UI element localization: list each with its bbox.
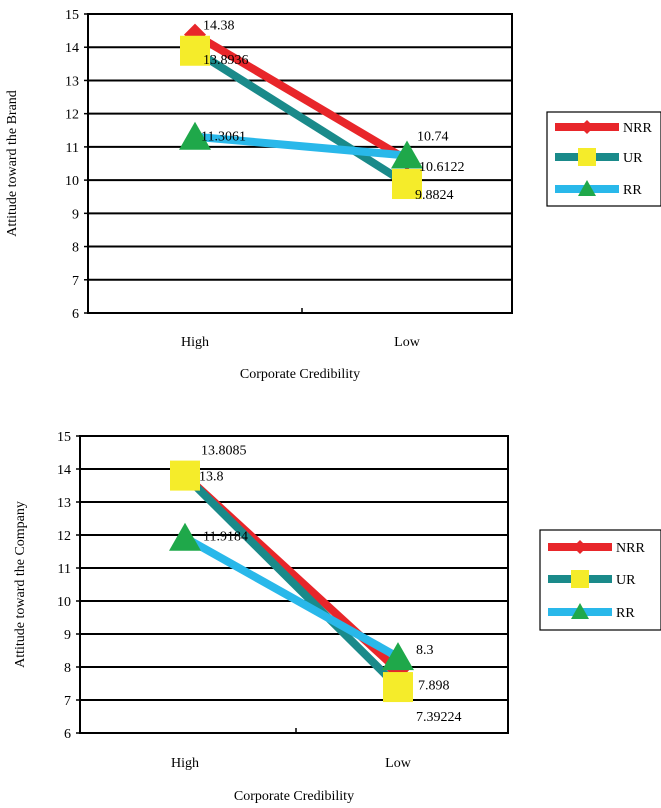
x-tick-label: High <box>181 335 209 350</box>
y-tick-label: 14 <box>57 463 71 478</box>
y-tick-label: 11 <box>58 562 71 577</box>
data-point-ur-square-marker <box>392 169 422 200</box>
y-tick-label: 7 <box>72 274 79 289</box>
x-axis-title: Corporate Credibility <box>234 789 354 804</box>
series-line-nrr <box>192 31 410 164</box>
data-label: 13.8936 <box>203 53 249 68</box>
data-label: 7.898 <box>418 678 450 693</box>
data-point-rr-triangle-marker <box>169 522 201 551</box>
data-point-ur-square-marker <box>170 460 200 491</box>
data-label: 8.3 <box>416 643 434 658</box>
data-point-ur-square-marker <box>180 35 210 66</box>
data-point-rr-triangle-marker <box>382 642 414 671</box>
y-tick-label: 8 <box>64 661 71 676</box>
y-tick-label: 14 <box>65 41 79 56</box>
y-tick-label: 9 <box>64 628 71 643</box>
legend-label: RR <box>616 606 635 621</box>
plot-frame <box>79 435 509 734</box>
data-label: 13.8085 <box>201 443 247 458</box>
data-label: 10.74 <box>417 130 449 145</box>
legend-triangle-marker <box>571 603 589 619</box>
data-label: 11.9184 <box>203 530 248 545</box>
y-tick-label: 13 <box>57 496 71 511</box>
y-tick-label: 15 <box>57 430 71 445</box>
y-tick-label: 9 <box>72 207 79 222</box>
y-tick-label: 15 <box>65 8 79 23</box>
series-line-ur <box>182 472 401 690</box>
y-tick-label: 10 <box>57 595 71 610</box>
x-tick-label: Low <box>394 335 421 350</box>
plot-frame <box>87 13 513 314</box>
x-tick-label: High <box>171 756 199 771</box>
series-line-ur <box>192 47 410 188</box>
x-tick-label: Low <box>385 756 412 771</box>
y-axis-title: Attitude toward the Brand <box>5 90 20 237</box>
legend-label: UR <box>623 151 643 166</box>
legend-square-marker <box>571 570 589 588</box>
y-tick-label: 6 <box>72 307 79 322</box>
legend: NRR UR RR <box>546 111 661 207</box>
y-tick-label: 6 <box>64 727 71 742</box>
data-label: 13.8 <box>199 470 224 485</box>
x-axis-title: Corporate Credibility <box>240 367 360 382</box>
data-label: 11.3061 <box>201 130 246 145</box>
legend-diamond-marker <box>580 120 594 134</box>
legend-square-marker <box>578 148 596 166</box>
y-axis-title: Attitude toward the Company <box>13 501 28 668</box>
legend-label: NRR <box>616 541 645 556</box>
y-tick-label: 8 <box>72 241 79 256</box>
y-tick-label: 11 <box>66 141 79 156</box>
y-tick-label: 12 <box>57 529 71 544</box>
y-tick-label: 7 <box>64 694 71 709</box>
data-point-ur-square-marker <box>383 672 413 703</box>
data-label: 9.8824 <box>415 188 454 203</box>
series-line-rr <box>194 132 408 160</box>
data-label: 7.39224 <box>416 710 462 725</box>
series-line-rr <box>183 534 400 661</box>
data-label: 10.6122 <box>419 160 465 175</box>
legend-label: RR <box>623 183 642 198</box>
chart-1: 6 7 8 9 10 11 12 13 14 15 High Low Corporate Credibi… <box>5 8 661 382</box>
legend-label: NRR <box>623 121 652 136</box>
data-point-rr-triangle-marker <box>179 121 211 150</box>
y-tick-label: 13 <box>65 74 79 89</box>
legend-triangle-marker <box>578 180 596 196</box>
data-label: 14.38 <box>203 19 235 34</box>
legend-diamond-marker <box>573 540 587 554</box>
legend-label: UR <box>616 573 636 588</box>
y-tick-label: 12 <box>65 108 79 123</box>
data-point-rr-triangle-marker <box>391 140 423 169</box>
y-tick-label: 10 <box>65 174 79 189</box>
legend: NRR UR RR <box>539 529 661 631</box>
chart-2: 6 7 8 9 10 11 12 13 14 15 High Low Corporate Credibi… <box>13 430 661 804</box>
